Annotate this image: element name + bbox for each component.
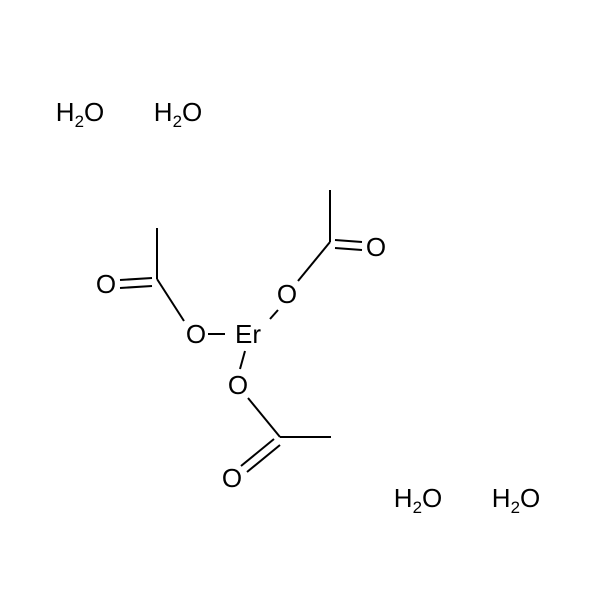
bond [241,439,274,466]
atom-label-O_dbl_left: O [96,271,116,297]
bond [157,279,184,321]
bond [240,351,245,369]
atom-label-O_dbl_down: O [222,465,242,491]
bond [270,310,278,319]
atom-label-Er: Er [235,321,261,347]
bond [120,286,152,288]
atom-label-O_right: O [277,281,297,307]
atom-label-H2O_3: H2O [394,485,442,511]
bond [248,398,280,437]
bond [298,242,330,281]
atom-label-H2O_1: H2O [56,99,104,125]
molecule-canvas: ErOOOOOOH2OH2OH2OH2O [0,0,600,600]
atom-label-O_left: O [186,321,206,347]
bond [335,240,362,242]
atom-label-O_dbl_right: O [366,234,386,260]
bond [120,278,152,280]
atom-label-H2O_4: H2O [492,485,540,511]
atom-label-O_down: O [228,372,248,398]
atom-label-H2O_2: H2O [154,99,202,125]
bond [335,248,362,250]
bond [247,445,280,472]
